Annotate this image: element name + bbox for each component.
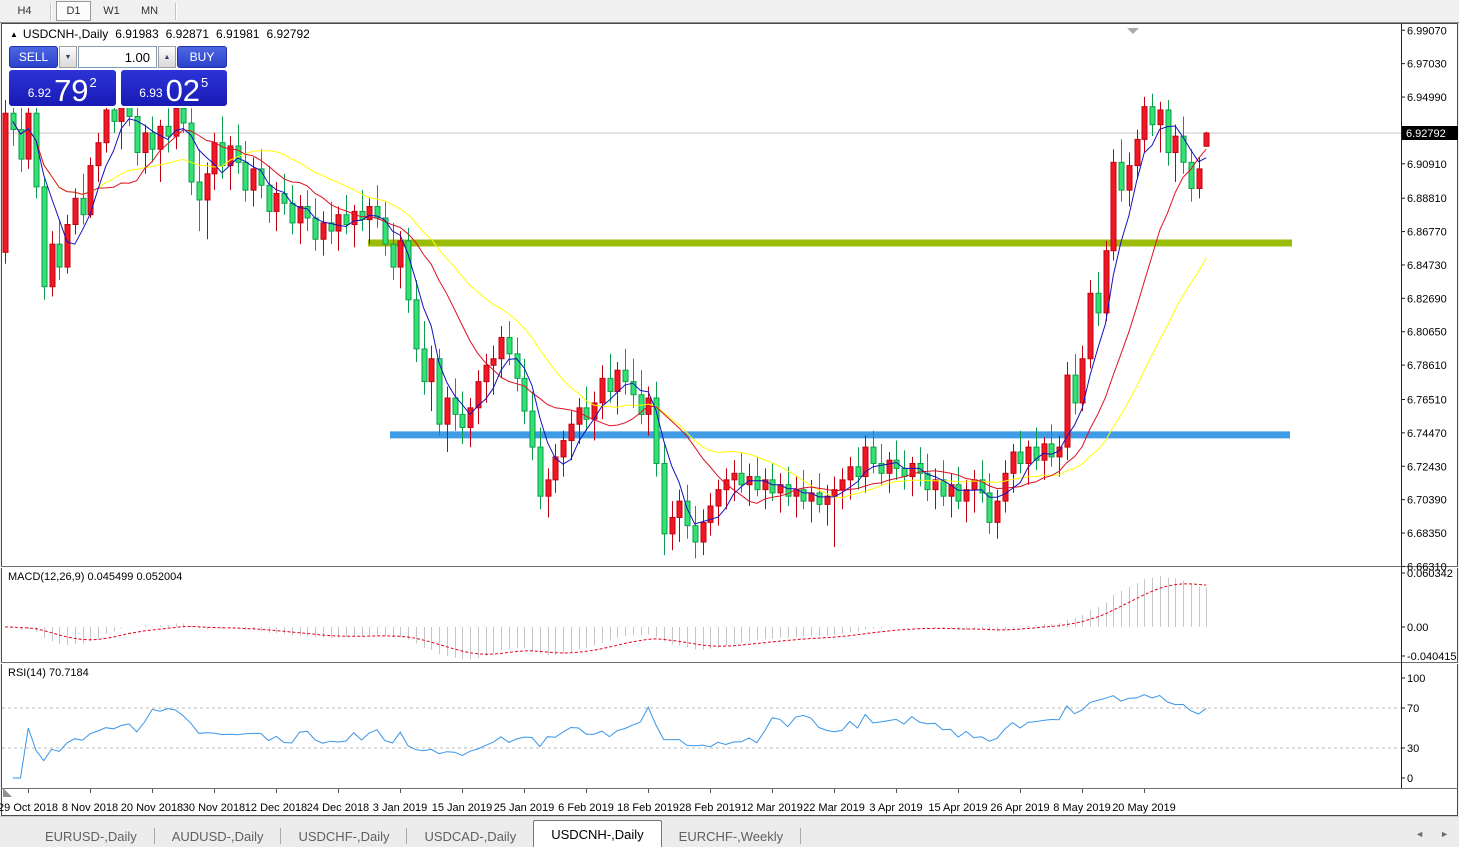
sell-price-box[interactable]: 6.92 79 2 xyxy=(9,70,116,106)
rsi-indicator-label: RSI(14) 70.7184 xyxy=(8,667,89,679)
toolbar-separator xyxy=(175,2,176,20)
ohlc-close: 6.92792 xyxy=(266,27,310,41)
chart-tab-audusd[interactable]: AUDUSD-,Daily xyxy=(171,829,264,844)
sell-price-point: 2 xyxy=(89,75,97,90)
macd-main-value: 0.045499 xyxy=(87,571,134,583)
sell-price-prefix: 6.92 xyxy=(27,86,52,100)
chart-tab-usdcnh[interactable]: USDCNH-,Daily xyxy=(533,820,662,847)
tab-separator xyxy=(800,828,802,844)
macd-name: MACD(12,26,9) xyxy=(8,571,85,583)
tab-separator xyxy=(280,828,282,844)
volume-decrease-button[interactable]: ▼ xyxy=(59,46,77,68)
symbol-ohlc-line: ▲ USDCNH-,Daily 6.91983 6.92871 6.91981 … xyxy=(10,27,310,41)
tab-scroll-right-icon[interactable]: ► xyxy=(1440,829,1449,839)
timeframe-button-h4[interactable]: H4 xyxy=(17,5,32,17)
spinner-up-icon: ▲ xyxy=(163,53,171,61)
sell-price-pips: 79 xyxy=(54,73,89,108)
tab-separator xyxy=(406,828,408,844)
ohlc-open: 6.91983 xyxy=(115,27,159,41)
chart-tab-eurchf[interactable]: EURCHF-,Weekly xyxy=(678,829,784,844)
buy-button[interactable]: BUY xyxy=(177,46,227,68)
volume-increase-button[interactable]: ▲ xyxy=(158,46,176,68)
ohlc-low: 6.91981 xyxy=(216,27,260,41)
timeframe-button-w1[interactable]: W1 xyxy=(103,5,120,17)
chart-tab-bar: EURUSD-,Daily AUDUSD-,Daily USDCHF-,Daily U… xyxy=(0,816,1459,847)
chart-tab-eurusd[interactable]: EURUSD-,Daily xyxy=(45,829,137,844)
one-click-trading-widget: SELL ▼ 1.00 ▲ BUY 6.92 79 2 6.93 02 5 xyxy=(7,44,229,108)
volume-input[interactable]: 1.00 xyxy=(78,46,157,68)
buy-price-pips: 02 xyxy=(165,73,201,108)
chart-symbol-title: USDCNH-,Daily xyxy=(22,27,109,41)
chart-window[interactable] xyxy=(1,23,1458,816)
buy-price-box[interactable]: 6.93 02 5 xyxy=(120,70,227,108)
spinner-down-icon: ▼ xyxy=(64,53,72,61)
timeframe-button-mn[interactable]: MN xyxy=(140,5,159,17)
tab-scroll-left-icon[interactable]: ◄ xyxy=(1415,829,1425,839)
buy-price-prefix: 6.93 xyxy=(139,86,163,100)
buy-price-point: 5 xyxy=(201,75,209,90)
timeframe-button-d1[interactable]: D1 xyxy=(56,1,91,21)
macd-indicator-label: MACD(12,26,9) 0.045499 0.052004 xyxy=(8,571,182,583)
one-click-collapse-icon[interactable]: ▲ xyxy=(10,29,18,39)
tab-scroll-controls: ◄ ► xyxy=(1415,829,1449,839)
macd-signal-value: 0.052004 xyxy=(136,571,183,583)
rsi-name: RSI(14) xyxy=(8,667,46,679)
chart-tab-usdcad[interactable]: USDCAD-,Daily xyxy=(424,829,517,844)
sell-button[interactable]: SELL xyxy=(9,46,58,68)
timeframe-toolbar: H4 D1 W1 MN xyxy=(0,0,1459,22)
ohlc-high: 6.92871 xyxy=(165,27,210,41)
rsi-value: 70.7184 xyxy=(48,667,89,679)
chart-tab-usdchf[interactable]: USDCHF-,Daily xyxy=(298,829,390,844)
tab-separator xyxy=(153,828,155,844)
toolbar-separator xyxy=(50,2,51,20)
toolbar-divider xyxy=(0,22,1459,23)
